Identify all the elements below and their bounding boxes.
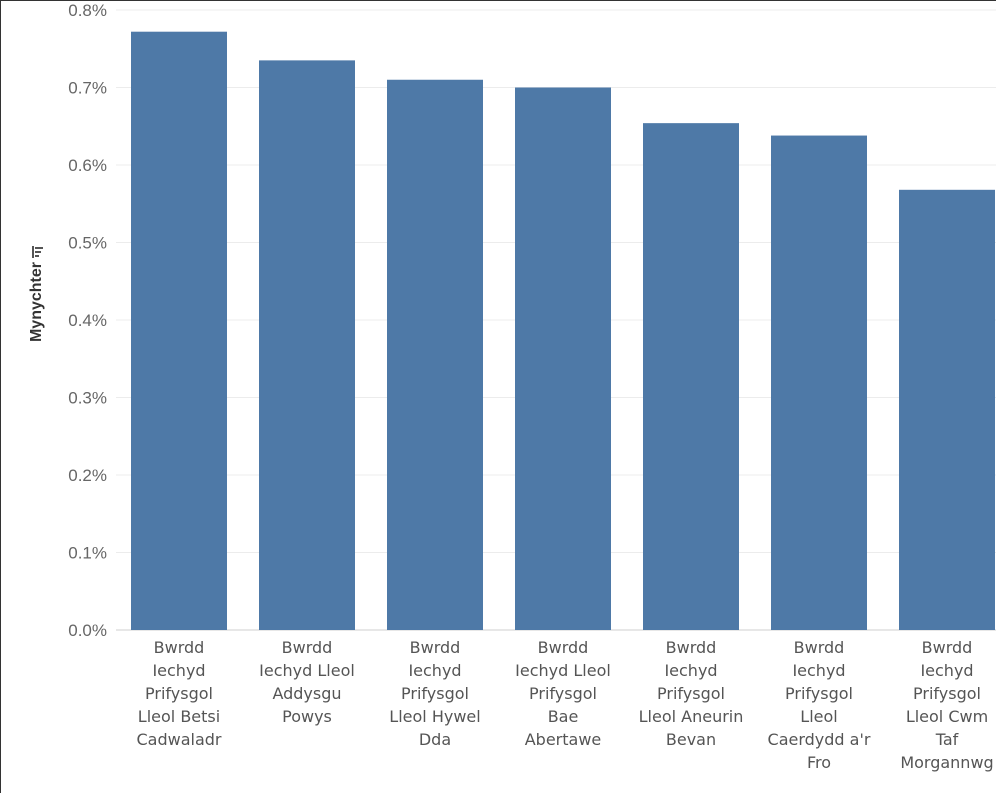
x-category-label: Bwrdd Iechyd Lleol Prifysgol Bae Abertawe bbox=[515, 638, 611, 749]
bars bbox=[131, 31, 995, 631]
bar[interactable] bbox=[131, 31, 227, 630]
bar[interactable] bbox=[259, 60, 355, 630]
y-tick-label: 0.4% bbox=[68, 311, 107, 330]
x-category-label: Bwrdd Iechyd Prifysgol Lleol Hywel Dda bbox=[389, 638, 480, 749]
x-category-label: Bwrdd Iechyd Prifysgol Lleol Caerdydd a'r Fro bbox=[768, 638, 871, 772]
x-axis-categories: Bwrdd Iechyd Prifysgol Lleol Betsi Cadwaladr… bbox=[136, 638, 993, 772]
y-tick-label: 0.8% bbox=[68, 1, 107, 20]
y-tick-label: 0.6% bbox=[68, 156, 107, 175]
sort-descending-icon[interactable] bbox=[32, 246, 43, 258]
y-tick-label: 0.2% bbox=[68, 466, 107, 485]
y-tick-label: 0.5% bbox=[68, 234, 107, 253]
x-category-label: Bwrdd Iechyd Prifysgol Lleol Cwm Taf Morgannw… bbox=[900, 638, 993, 772]
y-tick-label: 0.7% bbox=[68, 79, 107, 98]
bar[interactable] bbox=[643, 123, 739, 631]
y-tick-label: 0.3% bbox=[68, 389, 107, 408]
bar[interactable] bbox=[771, 135, 867, 631]
y-axis-ticks: 0.0% 0.1% 0.2% 0.3% 0.4% 0.5% 0.6% 0.7% 0.8% bbox=[68, 1, 107, 640]
bar[interactable] bbox=[515, 87, 611, 631]
y-tick-label: 0.1% bbox=[68, 544, 107, 563]
x-category-label: Bwrdd Iechyd Prifysgol Lleol Betsi Cadwaladr bbox=[136, 638, 221, 749]
bar[interactable] bbox=[899, 189, 995, 631]
y-axis-label: Mynychter bbox=[28, 262, 45, 342]
bar[interactable] bbox=[387, 79, 483, 630]
x-category-label: Bwrdd Iechyd Prifysgol Lleol Aneurin Bevan bbox=[639, 638, 744, 749]
x-category-label: Bwrdd Iechyd Lleol Addysgu Powys bbox=[259, 638, 355, 726]
y-axis-title: Mynychter bbox=[28, 246, 45, 342]
y-tick-label: 0.0% bbox=[68, 621, 107, 640]
